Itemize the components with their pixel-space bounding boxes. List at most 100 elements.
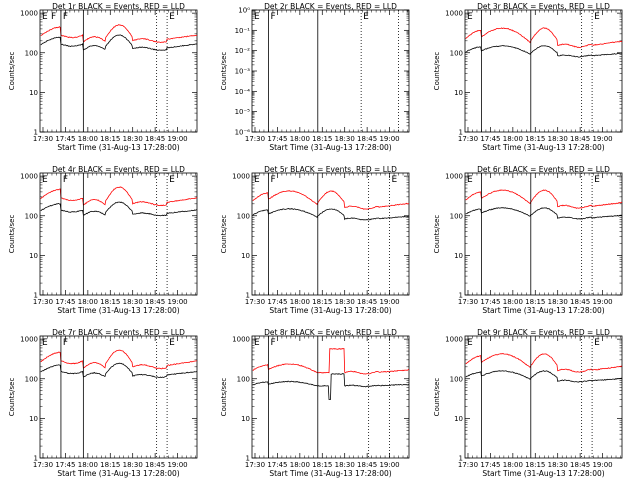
x-tick-label: 19:00 <box>379 298 399 306</box>
corner-label: E <box>467 175 473 185</box>
corner-label: E <box>42 12 48 22</box>
marker-label: E <box>392 175 398 185</box>
panel-det-6: Det 6r BLACK = Events, RED = LLD 1 10 100 10… <box>433 165 623 315</box>
panel-det-7: Det 7r BLACK = Events, RED = LLD 1 10 100 10… <box>8 328 198 478</box>
plot-frame <box>39 335 198 459</box>
x-axis-label: Start Time (31-Aug-13 17:28:00) <box>57 469 179 478</box>
y-axis-label: Counts/sec <box>433 52 441 91</box>
marker-label: F <box>270 12 275 22</box>
y-tick-label: 1 <box>34 292 38 300</box>
x-tick-label: 18:00 <box>290 135 310 143</box>
y-tick-label: 1 <box>459 455 463 463</box>
x-tick-label: 18:15 <box>100 135 120 143</box>
panel-title: Det 6r BLACK = Events, RED = LLD <box>477 165 610 174</box>
corner-label: E <box>42 175 48 185</box>
corner-label: F <box>51 12 56 22</box>
x-tick-label: 19:00 <box>592 461 612 469</box>
plot-frame <box>251 335 410 459</box>
y-tick-label: 10 <box>454 415 463 423</box>
series-line-lld <box>252 190 410 210</box>
x-tick-label: 18:00 <box>78 298 98 306</box>
y-tick-label: 1 <box>246 455 250 463</box>
y-tick-label: 10 <box>241 252 250 260</box>
x-tick-label: 18:15 <box>525 461 545 469</box>
y-tick-label: 1000 <box>20 173 38 181</box>
y-axis-label: Counts/sec <box>8 52 16 91</box>
plot-frame <box>464 335 623 459</box>
y-axis-label: Counts/sec <box>220 215 228 254</box>
marker-label: E <box>363 12 369 22</box>
series-line-lld <box>465 27 623 49</box>
x-tick-label: 18:00 <box>503 135 523 143</box>
x-tick-label: 17:45 <box>55 298 75 306</box>
series-line-lld <box>40 24 198 44</box>
series-line-events <box>465 45 623 58</box>
x-axis-label: Start Time (31-Aug-13 17:28:00) <box>482 469 604 478</box>
y-tick-label: 1 <box>459 129 463 137</box>
x-tick-label: 19:00 <box>167 135 187 143</box>
marker-label: E <box>169 12 175 22</box>
x-tick-label: 18:45 <box>570 298 590 306</box>
y-axis-label: Counts/sec <box>433 378 441 417</box>
marker-label: E <box>594 338 600 348</box>
x-tick-label: 19:00 <box>379 461 399 469</box>
y-axis-label: Counts/sec <box>433 215 441 254</box>
x-tick-label: 18:45 <box>145 135 165 143</box>
x-tick-label: 17:30 <box>245 461 265 469</box>
y-tick-label: 10⁰ <box>238 7 250 15</box>
x-tick-label: 18:45 <box>357 298 377 306</box>
x-tick-label: 18:30 <box>335 461 355 469</box>
y-axis-label: Counts/sec <box>220 52 228 91</box>
y-tick-label: 1000 <box>20 10 38 18</box>
plot-frame <box>39 9 198 133</box>
x-tick-label: 17:45 <box>267 298 287 306</box>
x-tick-label: 18:45 <box>145 298 165 306</box>
panel-title: Det 4r BLACK = Events, RED = LLD <box>52 165 185 174</box>
y-tick-label: 10⁻³ <box>235 68 251 76</box>
y-tick-label: 10 <box>29 415 38 423</box>
panel-title: Det 3r BLACK = Events, RED = LLD <box>477 2 610 11</box>
x-tick-label: 18:30 <box>123 135 143 143</box>
x-tick-label: 18:30 <box>335 298 355 306</box>
x-tick-label: 19:00 <box>592 135 612 143</box>
x-axis-label: Start Time (31-Aug-13 17:28:00) <box>57 143 179 152</box>
x-tick-label: 17:45 <box>55 135 75 143</box>
x-tick-label: 18:30 <box>123 298 143 306</box>
panel-det-1: Det 1r BLACK = Events, RED = LLD 1 10 100 10… <box>8 2 198 152</box>
panel-det-2: Det 2r BLACK = Events, RED = LLD 10⁻⁶ 10⁻⁵… <box>220 2 410 152</box>
corner-label: E <box>254 338 260 348</box>
x-tick-label: 19:00 <box>592 298 612 306</box>
y-tick-label: 10⁻¹ <box>235 27 251 35</box>
y-tick-label: 1 <box>246 292 250 300</box>
panel-det-4: Det 4r BLACK = Events, RED = LLD 1 10 100 10… <box>8 165 198 315</box>
marker-label: F <box>63 175 68 185</box>
panel-title: Det 9r BLACK = Events, RED = LLD <box>477 328 610 337</box>
y-tick-label: 1000 <box>232 173 250 181</box>
y-tick-label: 1000 <box>445 10 463 18</box>
y-tick-label: 100 <box>237 375 250 383</box>
x-tick-label: 17:30 <box>458 135 478 143</box>
y-tick-label: 10⁻⁵ <box>235 108 251 116</box>
x-tick-label: 18:45 <box>145 461 165 469</box>
y-axis-label: Counts/sec <box>8 215 16 254</box>
y-tick-label: 10⁻² <box>235 47 251 55</box>
x-tick-label: 18:30 <box>548 461 568 469</box>
series-line-lld <box>465 189 623 209</box>
panel-title: Det 5r BLACK = Events, RED = LLD <box>264 165 397 174</box>
x-tick-label: 17:45 <box>480 135 500 143</box>
y-tick-label: 10 <box>29 89 38 97</box>
x-tick-label: 18:30 <box>548 135 568 143</box>
x-tick-label: 18:15 <box>312 135 332 143</box>
y-tick-label: 10 <box>29 252 38 260</box>
panel-det-8: Det 8r BLACK = Events, RED = LLD 1 10 100 10… <box>220 328 410 478</box>
series-line-events <box>465 370 623 383</box>
y-tick-label: 10 <box>454 89 463 97</box>
panel-title: Det 2r BLACK = Events, RED = LLD <box>264 2 397 11</box>
marker-label: E <box>169 338 175 348</box>
y-tick-label: 1000 <box>232 336 250 344</box>
x-axis-label: Start Time (31-Aug-13 17:28:00) <box>269 469 391 478</box>
y-tick-label: 100 <box>450 375 463 383</box>
x-axis-label: Start Time (31-Aug-13 17:28:00) <box>269 143 391 152</box>
